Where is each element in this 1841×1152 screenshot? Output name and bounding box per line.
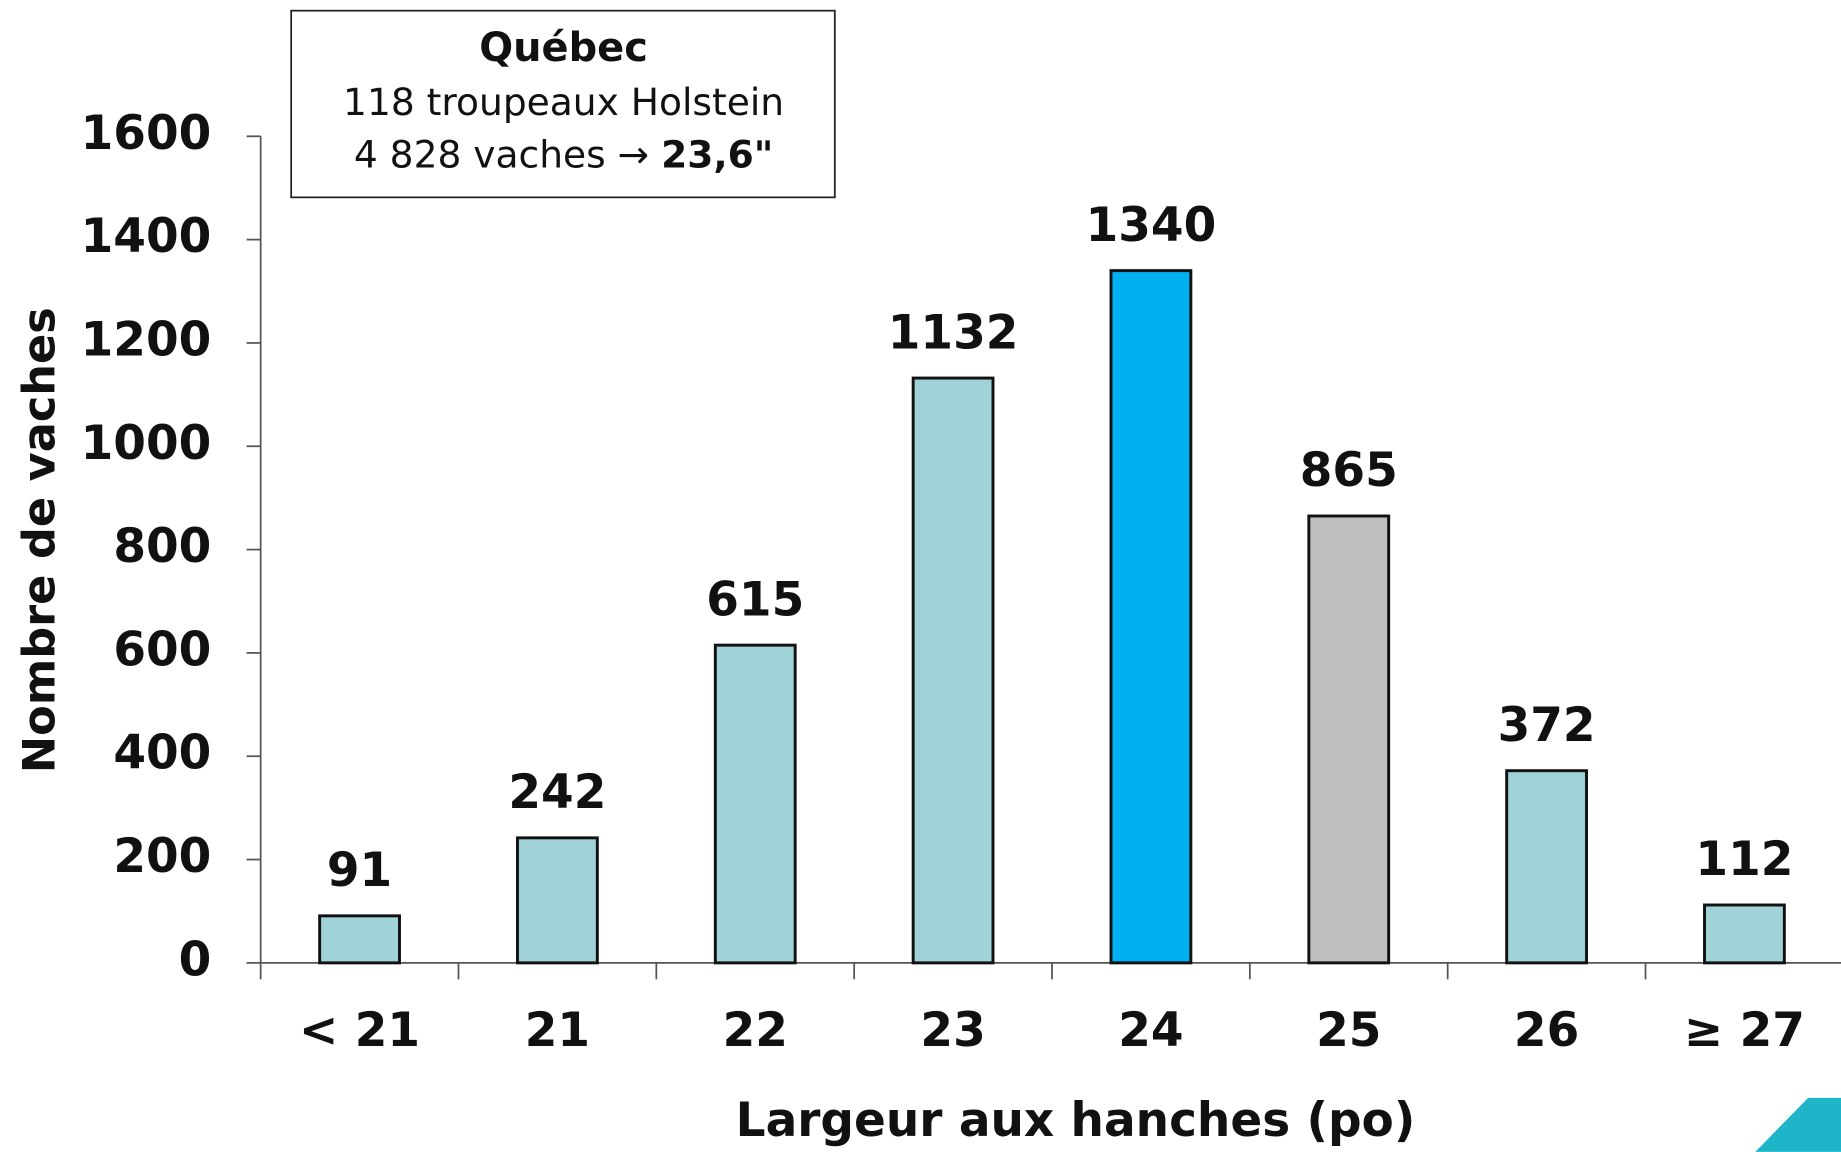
bar [1703,903,1786,965]
annotation-line: 118 troupeaux Holstein [343,80,784,124]
bar [911,376,995,965]
x-tick-label: 21 [525,1003,590,1058]
y-tick-label: 400 [113,726,211,781]
bar [1505,769,1588,965]
y-tick-label: 600 [113,622,211,677]
x-tick-label: 26 [1514,1003,1579,1058]
data-label: 1340 [1086,198,1217,253]
x-tick-label: 22 [723,1003,788,1058]
data-label: 372 [1498,698,1596,753]
annotation-line: 4 828 vaches → 23,6" [354,132,773,176]
data-label: 1132 [888,305,1019,360]
data-label: 242 [508,765,606,820]
y-tick-label: 1600 [81,106,212,161]
bar [1307,514,1391,965]
bar [516,836,599,965]
annotation-title: Québec [479,25,648,71]
bar [1109,269,1193,965]
x-tick-label: < 21 [299,1003,420,1058]
x-tick-label: ≥ 27 [1684,1003,1805,1058]
bar [318,914,401,965]
data-label: 865 [1300,443,1398,498]
y-tick-label: 800 [113,519,211,574]
bar [713,643,797,965]
x-axis-label: Largeur aux hanches (po) [736,1093,1416,1148]
y-tick-label: 200 [113,829,211,884]
annotation-value: 23,6" [661,132,773,176]
data-label: 91 [327,843,392,898]
annotation-text: 4 828 vaches → [354,132,649,176]
annotation-box [290,9,836,199]
x-tick-label: 23 [920,1003,985,1058]
data-label: 112 [1695,832,1793,887]
y-axis-label: Nombre de vaches [13,307,65,773]
y-tick-label: 1000 [81,416,212,471]
decoration [1755,1097,1841,1152]
x-tick-label: 24 [1118,1003,1183,1058]
y-tick-label: 1400 [81,209,212,264]
y-tick-label: 1200 [81,312,212,367]
y-tick-label: 0 [179,932,212,987]
data-label: 615 [706,572,804,627]
x-tick-label: 25 [1316,1003,1381,1058]
